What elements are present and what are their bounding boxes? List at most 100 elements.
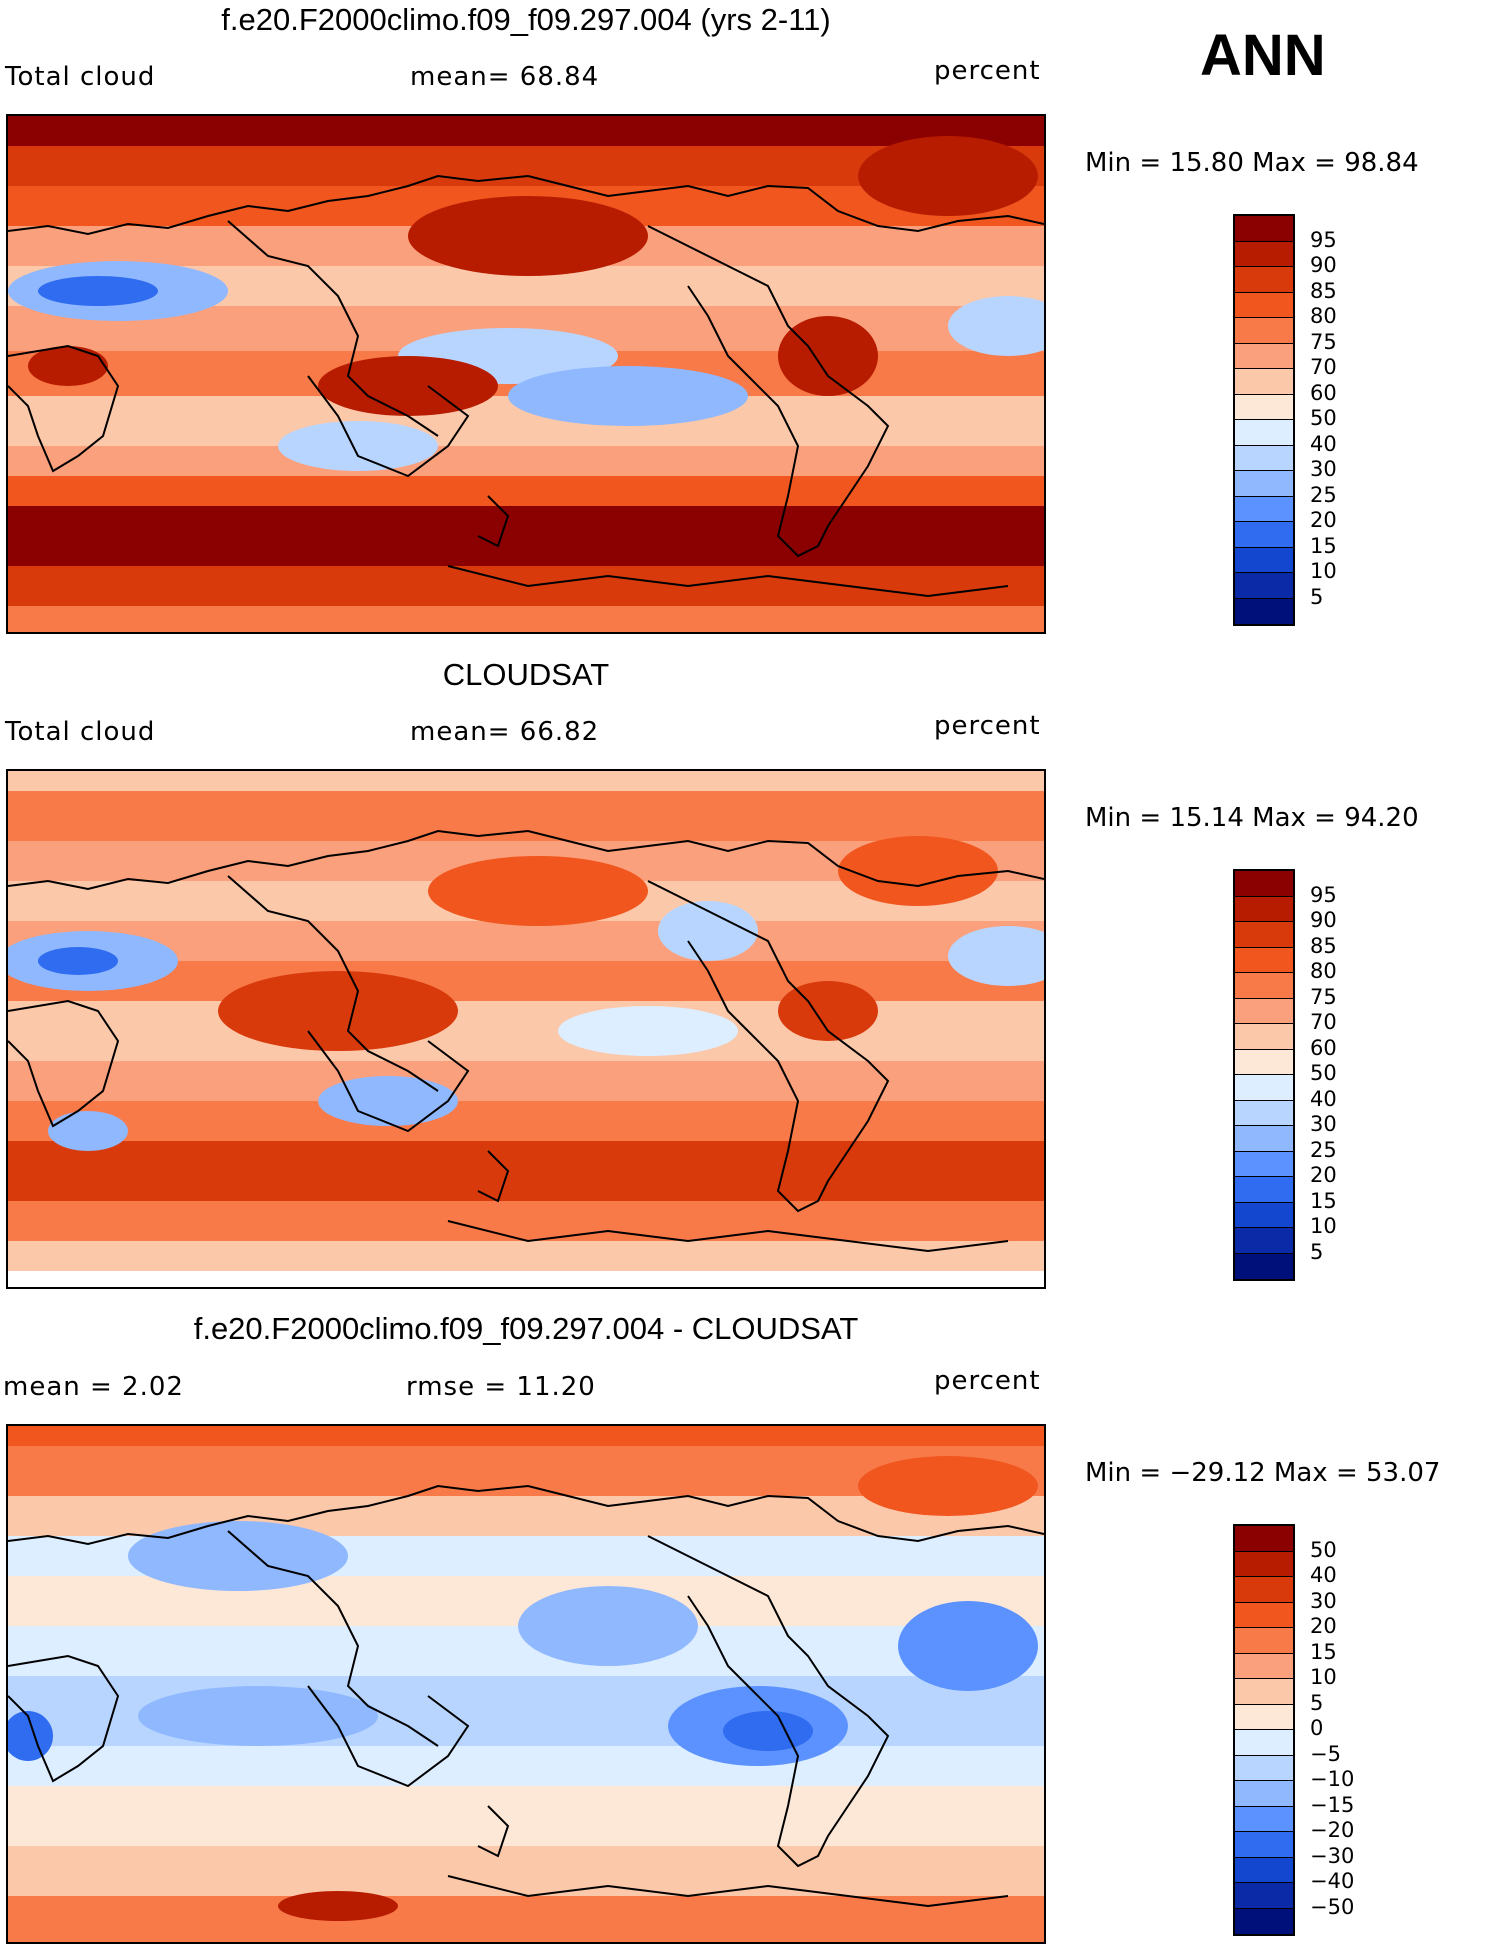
panel-diff-colorbar — [1233, 1524, 1295, 1936]
colorbar-swatch — [1235, 1024, 1293, 1050]
colorbar-label: 20 — [1310, 1614, 1337, 1638]
colorbar-label: 25 — [1310, 482, 1337, 507]
colorbar-swatch — [1235, 973, 1293, 999]
colorbar-label: 95 — [1310, 227, 1337, 252]
colorbar-swatch — [1235, 267, 1293, 293]
colorbar-swatch — [1235, 1551, 1293, 1577]
colorbar-swatch — [1235, 1653, 1293, 1679]
colorbar-label: −10 — [1310, 1767, 1355, 1791]
panel-diff-map — [6, 1424, 1046, 1944]
colorbar-label: 75 — [1310, 329, 1337, 354]
panel-model-units-label: percent — [934, 56, 1041, 86]
colorbar-swatch — [1235, 369, 1293, 395]
colorbar-label: 5 — [1310, 1239, 1324, 1264]
colorbar-swatch — [1235, 292, 1293, 318]
colorbar-swatch — [1235, 1704, 1293, 1730]
colorbar-swatch — [1235, 998, 1293, 1024]
panel-obs-title: CLOUDSAT — [442, 657, 610, 692]
panel-model-colorbar — [1233, 214, 1295, 626]
colorbar-label: 85 — [1310, 933, 1337, 958]
colorbar-swatch — [1235, 522, 1293, 548]
colorbar-label: 80 — [1310, 304, 1337, 328]
colorbar-label: 10 — [1310, 1665, 1337, 1689]
colorbar-swatch — [1235, 1177, 1293, 1203]
panel-obs-units-label: percent — [934, 711, 1041, 741]
panel-model-mean-label: mean= 68.84 — [410, 62, 600, 92]
colorbar-swatch — [1235, 1100, 1293, 1126]
panel-model-title: f.e20.F2000climo.f09_f09.297.004 (yrs 2-… — [221, 2, 831, 37]
colorbar-label: 15 — [1310, 1639, 1337, 1664]
colorbar-swatch — [1235, 573, 1293, 599]
panel-obs-map — [6, 769, 1046, 1289]
colorbar-swatch — [1235, 1883, 1293, 1909]
colorbar-label: 50 — [1310, 1537, 1337, 1562]
colorbar-label: 90 — [1310, 908, 1337, 932]
colorbar-label: 0 — [1310, 1716, 1324, 1740]
panel-diff-field — [8, 1426, 1044, 1942]
colorbar-label: 40 — [1310, 1563, 1337, 1587]
colorbar-swatch — [1235, 1526, 1293, 1552]
colorbar-swatch — [1235, 1577, 1293, 1603]
colorbar-label: 5 — [1310, 584, 1324, 609]
colorbar-label: 60 — [1310, 380, 1337, 405]
colorbar-swatch — [1235, 1679, 1293, 1705]
colorbar-label: 40 — [1310, 1086, 1337, 1111]
colorbar-swatch — [1235, 420, 1293, 446]
colorbar-label: 50 — [1310, 1061, 1337, 1085]
colorbar-swatch — [1235, 343, 1293, 369]
colorbar-label: 70 — [1310, 355, 1337, 379]
colorbar-label: 5 — [1310, 1690, 1324, 1715]
colorbar-label: −20 — [1310, 1818, 1355, 1842]
colorbar-swatch — [1235, 1908, 1293, 1934]
colorbar-label: 20 — [1310, 1163, 1337, 1187]
colorbar-label: 50 — [1310, 406, 1337, 430]
colorbar-label: 10 — [1310, 559, 1337, 583]
colorbar-label: −50 — [1310, 1894, 1355, 1919]
colorbar-swatch — [1235, 1602, 1293, 1628]
colorbar-swatch — [1235, 241, 1293, 267]
colorbar-swatch — [1235, 445, 1293, 471]
colorbar-label: −15 — [1310, 1792, 1355, 1817]
panel-obs-minmax: Min = 15.14 Max = 94.20 — [1085, 803, 1419, 833]
colorbar-label: 30 — [1310, 457, 1337, 481]
panel-model-left-label: Total cloud — [5, 62, 156, 92]
colorbar-swatch — [1235, 471, 1293, 497]
colorbar-label: 20 — [1310, 508, 1337, 532]
colorbar-swatch — [1235, 1806, 1293, 1832]
season-label: ANN — [1200, 23, 1326, 88]
colorbar-label: 80 — [1310, 959, 1337, 983]
panel-obs-field — [8, 771, 1044, 1287]
panel-diff-title: f.e20.F2000climo.f09_f09.297.004 - CLOUD… — [193, 1311, 859, 1346]
colorbar-swatch — [1235, 922, 1293, 948]
colorbar-swatch — [1235, 1781, 1293, 1807]
panel-obs-colorbar — [1233, 869, 1295, 1281]
colorbar-swatch — [1235, 1730, 1293, 1756]
colorbar-label: 95 — [1310, 882, 1337, 907]
colorbar-label: 90 — [1310, 253, 1337, 277]
colorbar-swatch — [1235, 1126, 1293, 1152]
colorbar-swatch — [1235, 547, 1293, 573]
colorbar-label: 10 — [1310, 1214, 1337, 1238]
colorbar-swatch — [1235, 1228, 1293, 1254]
colorbar-swatch — [1235, 1253, 1293, 1279]
colorbar-swatch — [1235, 496, 1293, 522]
colorbar-label: −30 — [1310, 1843, 1355, 1868]
panel-diff-units-label: percent — [934, 1366, 1041, 1396]
colorbar-swatch — [1235, 896, 1293, 922]
colorbar-swatch — [1235, 1075, 1293, 1101]
panel-obs-left-label: Total cloud — [5, 717, 156, 747]
colorbar-label: 75 — [1310, 984, 1337, 1009]
colorbar-label: −5 — [1310, 1741, 1341, 1766]
colorbar-label: −40 — [1310, 1869, 1355, 1893]
panel-obs-mean-label: mean= 66.82 — [410, 717, 600, 747]
colorbar-label: 15 — [1310, 1188, 1337, 1213]
colorbar-label: 30 — [1310, 1588, 1337, 1613]
colorbar-swatch — [1235, 871, 1293, 897]
colorbar-swatch — [1235, 394, 1293, 420]
colorbar-label: 40 — [1310, 431, 1337, 456]
colorbar-label: 85 — [1310, 278, 1337, 303]
colorbar-label: 25 — [1310, 1137, 1337, 1162]
colorbar-swatch — [1235, 1202, 1293, 1228]
colorbar-swatch — [1235, 1628, 1293, 1654]
colorbar-swatch — [1235, 947, 1293, 973]
